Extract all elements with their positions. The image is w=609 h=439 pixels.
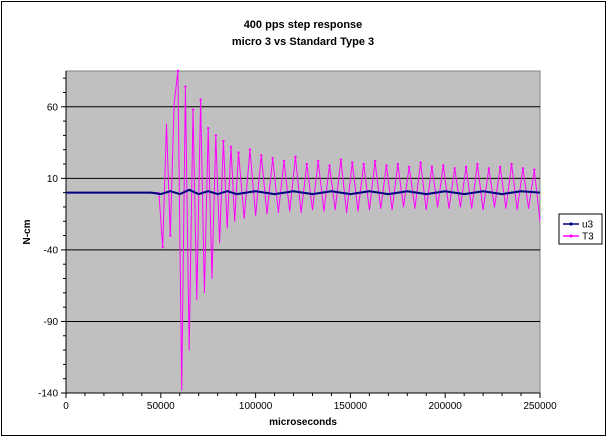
plot-area bbox=[65, 70, 541, 394]
series-point-T3 bbox=[248, 148, 252, 151]
series-point-T3 bbox=[237, 151, 240, 154]
series-point-T3 bbox=[207, 127, 210, 130]
x-tick-labels: 0 50000 100000 150000 200000 250000 bbox=[63, 401, 557, 412]
y-tick-label-1: 10 bbox=[47, 174, 59, 185]
y-tick-label-0: 60 bbox=[47, 102, 59, 113]
series-point-T3 bbox=[199, 98, 202, 101]
series-point-T3 bbox=[176, 69, 180, 73]
series-point-T3 bbox=[169, 234, 172, 237]
series-point-T3 bbox=[521, 167, 525, 170]
series-point-T3 bbox=[305, 162, 308, 166]
y-axis-label: N-cm bbox=[22, 219, 33, 244]
series-point-T3 bbox=[282, 159, 286, 163]
series-point-T3 bbox=[191, 108, 195, 111]
series-point-T3 bbox=[407, 165, 411, 169]
grid-lines bbox=[66, 106, 540, 322]
series-point-T3 bbox=[214, 134, 217, 137]
y-tick-labels: 60 10 -40 -90 -140 bbox=[38, 102, 58, 399]
legend-label-T3: T3 bbox=[582, 232, 594, 243]
series-point-T3 bbox=[271, 157, 274, 160]
series-point-T3 bbox=[385, 164, 388, 167]
series-group bbox=[66, 69, 541, 391]
series-point-T3 bbox=[184, 85, 187, 88]
x-tick-label-1: 50000 bbox=[147, 401, 175, 412]
legend-marker-T3 bbox=[569, 234, 573, 238]
x-axis-label: microseconds bbox=[269, 417, 337, 428]
x-tick-label-5: 250000 bbox=[523, 401, 557, 412]
series-point-T3 bbox=[533, 168, 536, 171]
x-tick-label-0: 0 bbox=[63, 401, 69, 412]
series-point-T3 bbox=[430, 165, 434, 169]
series-point-T3 bbox=[464, 165, 468, 169]
y-tick-label-3: -90 bbox=[44, 317, 59, 328]
series-point-T3 bbox=[453, 167, 456, 170]
series-point-T3 bbox=[316, 159, 320, 163]
x-tick-label-3: 150000 bbox=[334, 401, 368, 412]
series-point-T3 bbox=[442, 164, 445, 167]
series-point-T3 bbox=[510, 162, 513, 166]
chart-title: 400 pps step response bbox=[244, 19, 363, 31]
series-line-u3 bbox=[66, 188, 541, 196]
x-tick-label-4: 200000 bbox=[429, 401, 463, 412]
legend-marker-u3 bbox=[569, 222, 573, 226]
series-point-T3 bbox=[229, 145, 233, 149]
legend-box bbox=[558, 213, 603, 245]
series-point-T3 bbox=[498, 165, 502, 169]
legend-label-u3: u3 bbox=[582, 220, 594, 231]
y-tick-label-4: -140 bbox=[38, 389, 58, 400]
series-point-T3 bbox=[476, 162, 479, 166]
series-point-T3 bbox=[487, 167, 491, 170]
series-point-T3 bbox=[161, 245, 164, 249]
series-point-T3 bbox=[260, 154, 263, 157]
series-point-T3 bbox=[373, 159, 377, 163]
series-point-T3 bbox=[294, 155, 297, 159]
axes bbox=[61, 71, 541, 398]
series-point-T3 bbox=[419, 161, 422, 164]
y-tick-label-2: -40 bbox=[44, 245, 59, 256]
series-point-T3 bbox=[339, 158, 343, 161]
series-point-T3 bbox=[396, 162, 399, 166]
series-line-T3 bbox=[66, 70, 541, 391]
x-tick-label-2: 100000 bbox=[239, 401, 273, 412]
series-point-T3 bbox=[328, 164, 331, 167]
series-point-T3 bbox=[351, 161, 354, 164]
series-point-T3 bbox=[362, 162, 365, 166]
chart-subtitle: micro 3 vs Standard Type 3 bbox=[232, 36, 374, 48]
series-point-T3 bbox=[222, 139, 225, 143]
